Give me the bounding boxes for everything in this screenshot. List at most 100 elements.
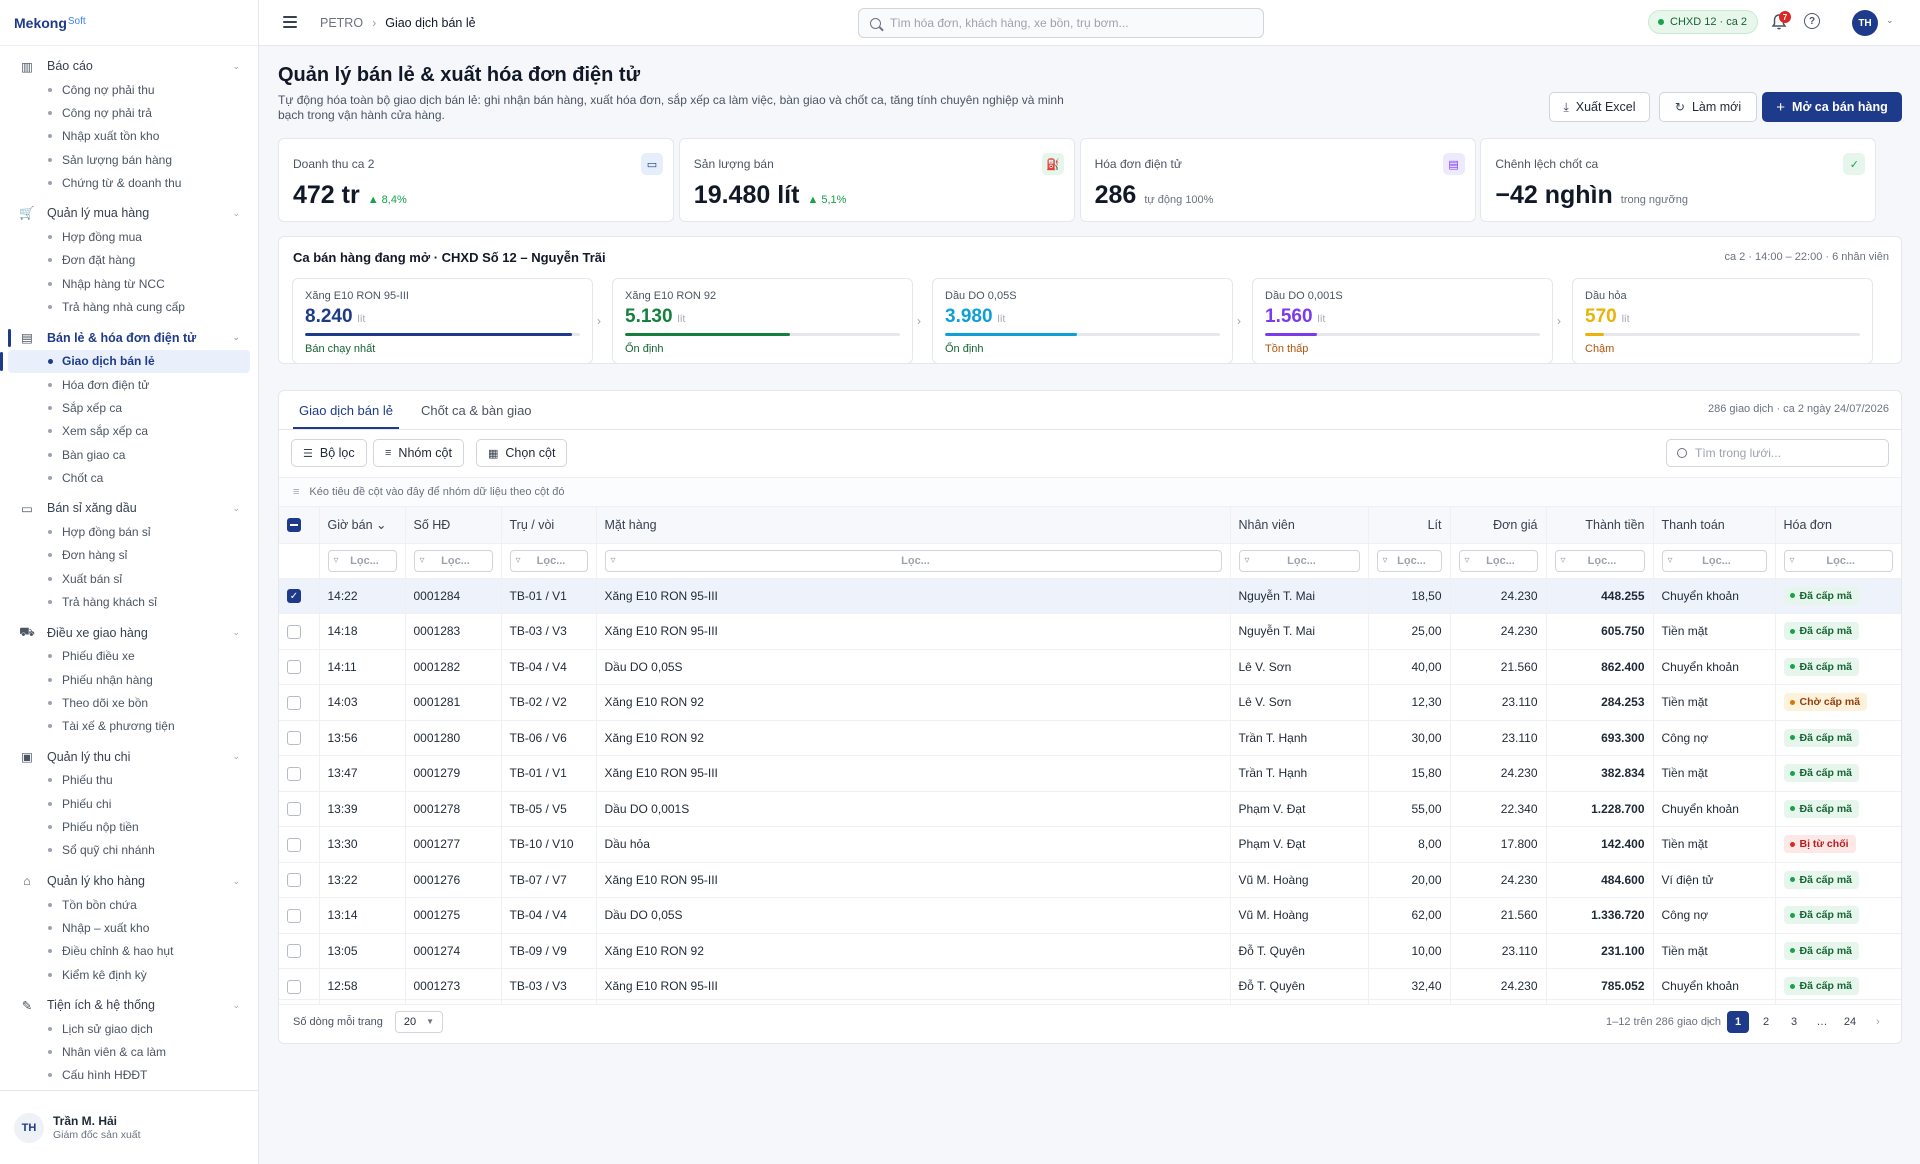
column-filter-input[interactable]: ▿ Lọc... xyxy=(509,549,588,572)
row-checkbox[interactable] xyxy=(287,660,301,675)
help-icon[interactable]: ? xyxy=(1804,13,1820,29)
group-drop-zone[interactable]: ≡ Kéo tiêu đề cột vào đây để nhóm dữ liệ… xyxy=(279,477,1901,507)
rows-per-page-select[interactable]: 20 ▼ xyxy=(394,1010,443,1033)
table-row[interactable]: 14:11 0001282 TB-04 / V4 Dầu DO 0,05S Lê V. … xyxy=(279,649,1901,685)
select-all-checkbox[interactable] xyxy=(287,518,301,533)
group-columns-button[interactable]: ≡ Nhóm cột xyxy=(373,439,464,467)
fuel-tile[interactable]: Dầu DO 0,05S 3.980 lít Ổn định xyxy=(932,278,1233,364)
fuel-tile[interactable]: Dầu DO 0,001S 1.560 lít Tồn thấp xyxy=(1252,278,1553,364)
filter-button[interactable]: ☰ Bộ lọc xyxy=(291,439,367,467)
sidebar-item[interactable]: Hợp đồng mua xyxy=(0,225,258,248)
sidebar-item[interactable]: Nhập – xuất kho xyxy=(0,916,258,939)
sort-desc-icon[interactable]: ⌄ xyxy=(372,518,387,533)
page-button[interactable]: 24 xyxy=(1843,1015,1857,1028)
cell-invoice[interactable]: 0001278 xyxy=(405,791,502,827)
sidebar-item[interactable]: Nhập hàng từ NCC xyxy=(0,272,258,295)
page-button[interactable]: 1 xyxy=(1727,1010,1749,1033)
column-filter-input[interactable]: ▿ Lọc... xyxy=(1238,549,1360,572)
page-button[interactable]: 2 xyxy=(1762,1015,1770,1028)
cell-invoice[interactable]: 0001284 xyxy=(405,578,502,614)
chevron-down-icon[interactable]: ⌄ xyxy=(232,502,240,513)
sidebar-item[interactable]: Công nợ phải thu xyxy=(0,78,258,101)
grid-search-input[interactable]: Tìm trong lưới... xyxy=(1666,439,1889,467)
sidebar-group-6[interactable]: ▣ Quản lý thu chi ⌄ xyxy=(0,745,258,769)
sidebar-item[interactable]: Bàn giao ca xyxy=(0,443,258,466)
sidebar-item[interactable]: Cấu hình HĐĐT xyxy=(0,1064,258,1087)
sidebar-item[interactable]: Trả hàng khách sỉ xyxy=(0,590,258,613)
table-row[interactable]: ✓ 14:22 0001284 TB-01 / V1 Xăng E10 RON 95-I… xyxy=(279,578,1901,614)
cell-invoice[interactable]: 0001276 xyxy=(405,862,502,898)
row-checkbox[interactable] xyxy=(287,944,301,959)
sidebar-item[interactable]: Tài xế & phương tiện xyxy=(0,715,258,738)
row-checkbox[interactable]: ✓ xyxy=(287,589,301,604)
sidebar-group-8[interactable]: ✎ Tiện ích & hệ thống ⌄ xyxy=(0,993,258,1017)
sidebar-item[interactable]: Trả hàng nhà cung cấp xyxy=(0,295,258,318)
sidebar-item[interactable]: Đơn hàng sỉ xyxy=(0,544,258,567)
column-filter-input[interactable]: ▿ Lọc... xyxy=(1376,549,1442,572)
sidebar-item[interactable]: Kiểm kê định kỳ xyxy=(0,963,258,986)
row-checkbox[interactable] xyxy=(287,624,301,639)
app-logo[interactable]: Mekong Soft xyxy=(0,0,258,46)
column-filter-input[interactable]: ▿ Lọc... xyxy=(327,549,397,572)
fuel-tile[interactable]: Dầu hỏa 570 lít Chậm xyxy=(1572,278,1873,364)
table-row[interactable]: 13:05 0001274 TB-09 / V9 Xăng E10 RON 92 Đỗ … xyxy=(279,933,1901,969)
sidebar-item[interactable]: Phiếu thu xyxy=(0,769,258,792)
fuel-tile[interactable]: Xăng E10 RON 95-III 8.240 lít Bán chạy nhất xyxy=(292,278,593,364)
cell-invoice[interactable]: 0001275 xyxy=(405,897,502,934)
column-filter-input[interactable]: ▿ Lọc... xyxy=(604,549,1222,572)
cell-invoice[interactable]: 0001280 xyxy=(405,720,502,756)
user-profile[interactable]: TH Trần M. Hải Giám đốc sản xuất xyxy=(0,1090,259,1164)
column-header[interactable]: Giờ bán ⌄ xyxy=(319,507,406,544)
chevron-left-icon[interactable]: ‹ xyxy=(1708,1015,1712,1028)
chevron-down-icon[interactable]: ⌄ xyxy=(232,627,240,638)
table-row[interactable]: 13:39 0001278 TB-05 / V5 Dầu DO 0,001S Phạm … xyxy=(279,791,1901,827)
sidebar-item[interactable]: Đơn đặt hàng xyxy=(0,249,258,272)
sidebar-item[interactable]: Công nợ phải trả xyxy=(0,101,258,124)
column-filter-input[interactable]: ▿ Lọc... xyxy=(1661,549,1767,572)
sidebar-item[interactable]: Chứng từ & doanh thu xyxy=(0,171,258,194)
cell-invoice[interactable]: 0001279 xyxy=(405,755,502,792)
chevron-down-icon[interactable]: ⌄ xyxy=(232,207,240,218)
table-row[interactable]: 14:03 0001281 TB-02 / V2 Xăng E10 RON 92 Lê … xyxy=(279,684,1901,721)
table-row[interactable]: 13:56 0001280 TB-06 / V6 Xăng E10 RON 92 Trầ… xyxy=(279,720,1901,756)
table-row[interactable]: 13:14 0001275 TB-04 / V4 Dầu DO 0,05S Vũ M. … xyxy=(279,897,1901,934)
chevron-down-icon[interactable]: ⌄ xyxy=(232,999,240,1010)
column-filter-input[interactable]: ▿ Lọc... xyxy=(1783,549,1893,572)
sidebar-item[interactable]: Phiếu chi xyxy=(0,792,258,815)
sidebar-group-3[interactable]: ▤ Bán lẻ & hóa đơn điện tử ⌄ xyxy=(0,326,258,350)
column-header[interactable]: Đơn giá xyxy=(1450,507,1547,544)
sidebar-item[interactable]: Sản lượng bán hàng xyxy=(0,148,258,171)
shift-status-badge[interactable]: CHXD 12 · ca 2 xyxy=(1648,10,1759,34)
sidebar-group-5[interactable]: ⛟ Điều xe giao hàng ⌄ xyxy=(0,621,258,645)
sidebar-item[interactable]: Phiếu điều xe xyxy=(0,645,258,668)
notifications-button[interactable]: 7 xyxy=(1771,11,1791,31)
sidebar-item[interactable]: Phiếu nộp tiền xyxy=(0,815,258,838)
export-excel-button[interactable]: ⤓ Xuất Excel xyxy=(1549,92,1650,122)
column-header[interactable]: Thành tiền xyxy=(1546,507,1654,544)
row-checkbox[interactable] xyxy=(287,766,301,781)
chevron-down-icon[interactable]: ⌄ xyxy=(232,332,240,343)
chevron-right-icon[interactable]: › xyxy=(1876,1015,1880,1028)
table-row[interactable]: 13:22 0001276 TB-07 / V7 Xăng E10 RON 95-II… xyxy=(279,862,1901,898)
global-search-input[interactable]: Tìm hóa đơn, khách hàng, xe bồn, trụ bơm… xyxy=(858,8,1264,38)
cell-invoice[interactable]: 0001277 xyxy=(405,826,502,863)
table-row[interactable]: 13:47 0001279 TB-01 / V1 Xăng E10 RON 95-II… xyxy=(279,755,1901,792)
sidebar-item[interactable]: Tồn bồn chứa xyxy=(0,893,258,916)
sidebar-item[interactable]: Hóa đơn điện tử xyxy=(0,373,258,396)
refresh-button[interactable]: ↻ Làm mới xyxy=(1659,92,1757,122)
sidebar-item[interactable]: Sổ quỹ chi nhánh xyxy=(0,839,258,862)
sidebar-group-7[interactable]: ⌂ Quản lý kho hàng ⌄ xyxy=(0,869,258,893)
menu-toggle-icon[interactable] xyxy=(283,16,297,28)
chevron-down-icon[interactable]: ⌄ xyxy=(232,875,240,886)
row-checkbox[interactable] xyxy=(287,979,301,994)
sidebar-item[interactable]: Nhập xuất tồn kho xyxy=(0,125,258,148)
sidebar-item[interactable]: Điều chỉnh & hao hụt xyxy=(0,940,258,963)
column-header[interactable]: Mặt hàng xyxy=(596,507,1231,544)
cell-invoice[interactable]: 0001274 xyxy=(405,933,502,969)
sidebar-item[interactable]: Sắp xếp ca xyxy=(0,396,258,419)
table-row[interactable]: 14:18 0001283 TB-03 / V3 Xăng E10 RON 95-II… xyxy=(279,613,1901,650)
row-checkbox[interactable] xyxy=(287,837,301,852)
account-avatar[interactable]: TH xyxy=(1852,10,1878,36)
sidebar-item[interactable]: Chốt ca xyxy=(0,466,258,489)
sidebar-item[interactable]: Giao dịch bán lẻ xyxy=(0,349,250,373)
